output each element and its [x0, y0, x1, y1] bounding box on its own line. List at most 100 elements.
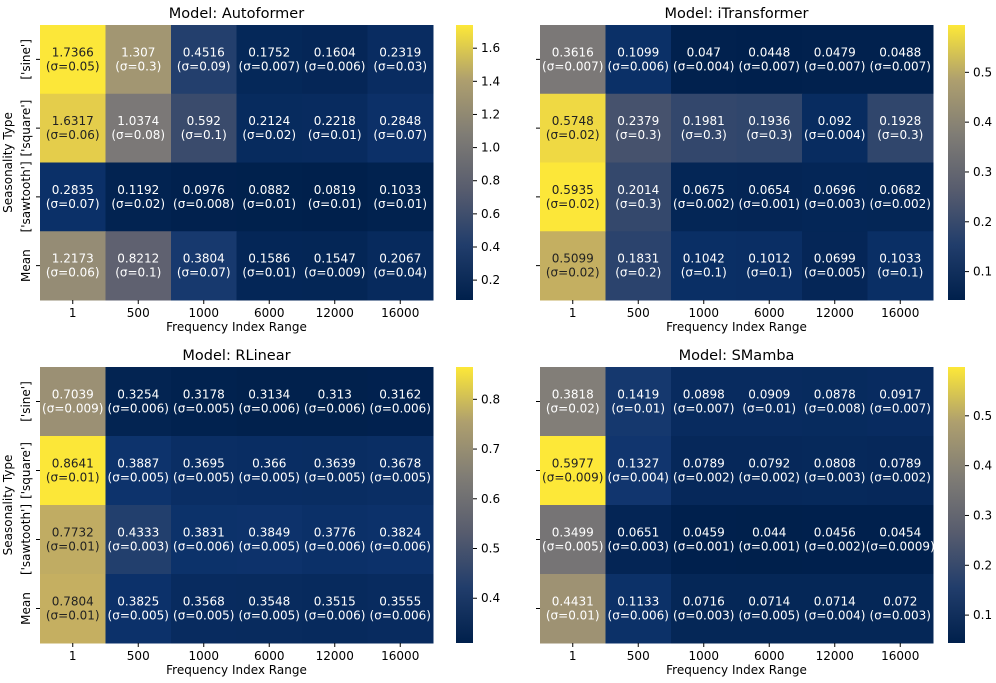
- heatmap-cell: [105, 505, 172, 575]
- cell-sigma-label: (σ=0.01): [46, 540, 100, 554]
- heatmap-cell: [302, 231, 368, 301]
- cell-value-label: 1.6317: [52, 114, 94, 128]
- cell-value-label: 0.592: [187, 114, 221, 128]
- cell-value-label: 0.3678: [379, 457, 421, 471]
- heatmap-cell: [40, 505, 106, 575]
- x-tick-label: 16000: [881, 306, 919, 320]
- cell-sigma-label: (σ=0.01): [373, 197, 427, 211]
- heatmap-cell: [40, 162, 106, 232]
- heatmap-cell: [736, 25, 803, 95]
- heatmap-cell: [40, 367, 106, 437]
- heatmap-cell: [540, 231, 606, 301]
- cell-sigma-label: (σ=0.1): [746, 266, 792, 280]
- cell-sigma-label: (σ=0.004): [804, 128, 865, 142]
- cell-value-label: 0.0976: [183, 183, 225, 197]
- cell-value-label: 0.3162: [379, 388, 421, 402]
- colorbar-tick-label: 0.6: [481, 207, 500, 221]
- cell-sigma-label: (σ=0.006): [304, 540, 365, 554]
- cell-value-label: 0.0917: [879, 388, 921, 402]
- cell-value-label: 0.313: [318, 388, 352, 402]
- heatmap-cell: [867, 25, 934, 95]
- cell-sigma-label: (σ=0.0009): [866, 540, 935, 554]
- heatmap-cell: [671, 436, 737, 506]
- heatmap-cell: [802, 93, 868, 163]
- cell-sigma-label: (σ=0.003): [804, 471, 865, 485]
- heatmap-cell: [367, 162, 434, 232]
- cell-value-label: 0.7039: [52, 388, 94, 402]
- y-tick-label: ['sawtooth']: [19, 161, 33, 232]
- cell-value-label: 0.0882: [248, 183, 290, 197]
- heatmap-cell: [867, 505, 934, 575]
- cell-sigma-label: (σ=0.002): [673, 197, 734, 211]
- heatmap-cell: [736, 162, 803, 232]
- colorbar-tick-label: 0.4: [481, 240, 500, 254]
- cell-value-label: 0.0716: [683, 595, 725, 609]
- colorbar-tick-label: 0.2: [973, 215, 992, 229]
- cell-value-label: 0.2379: [617, 114, 659, 128]
- heatmap-cell: [605, 436, 672, 506]
- cell-sigma-label: (σ=0.007): [542, 59, 603, 73]
- cell-value-label: 0.3804: [183, 252, 225, 266]
- cell-sigma-label: (σ=0.007): [870, 402, 931, 416]
- cell-sigma-label: (σ=0.005): [304, 471, 365, 485]
- cell-value-label: 0.366: [252, 457, 286, 471]
- heatmap-cell: [736, 231, 803, 301]
- y-tick-label: ['square']: [19, 100, 33, 157]
- x-tick-label: 1: [569, 306, 577, 320]
- heatmap-cell: [671, 25, 737, 95]
- heatmap-cell: [171, 574, 237, 644]
- cell-value-label: 0.3825: [117, 595, 159, 609]
- x-tick-label: 1: [569, 649, 577, 663]
- cell-sigma-label: (σ=0.002): [870, 471, 931, 485]
- cell-value-label: 0.0898: [683, 388, 725, 402]
- heatmap-cell: [367, 505, 434, 575]
- panel-title: Model: Autoformer: [169, 6, 304, 22]
- heatmap-cell: [40, 25, 106, 95]
- cell-value-label: 0.0909: [748, 388, 790, 402]
- cell-value-label: 0.0479: [814, 45, 856, 59]
- cell-sigma-label: (σ=0.004): [673, 59, 734, 73]
- cell-sigma-label: (σ=0.3): [681, 128, 727, 142]
- heatmap-cell: [867, 367, 934, 437]
- heatmap-cell: [302, 505, 368, 575]
- heatmap-cell: [171, 436, 237, 506]
- cell-sigma-label: (σ=0.01): [242, 266, 296, 280]
- cell-sigma-label: (σ=0.003): [673, 609, 734, 623]
- heatmap-cell: [105, 162, 172, 232]
- heatmap-cell: [40, 231, 106, 301]
- cell-value-label: 0.2835: [52, 183, 94, 197]
- heatmap-cell: [671, 505, 737, 575]
- cell-value-label: 0.0454: [879, 526, 921, 540]
- heatmap-cell: [605, 367, 672, 437]
- cell-value-label: 0.1586: [248, 252, 290, 266]
- heatmap-cell: [540, 25, 606, 95]
- x-tick-label: 6000: [754, 649, 785, 663]
- colorbar-tick-label: 0.4: [481, 591, 500, 605]
- cell-value-label: 0.0448: [748, 45, 790, 59]
- heatmap-cell: [867, 574, 934, 644]
- colorbar: [456, 367, 473, 643]
- colorbar-tick-label: 0.5: [973, 65, 992, 79]
- cell-value-label: 0.3555: [379, 595, 421, 609]
- cell-value-label: 0.2124: [248, 114, 290, 128]
- x-axis-label: Frequency Index Range: [666, 320, 807, 334]
- heatmap-cell: [540, 505, 606, 575]
- x-tick-label: 6000: [754, 306, 785, 320]
- cell-sigma-label: (σ=0.006): [304, 609, 365, 623]
- cell-sigma-label: (σ=0.001): [739, 540, 800, 554]
- x-tick-label: 1: [69, 306, 77, 320]
- x-tick-label: 16000: [881, 649, 919, 663]
- cell-sigma-label: (σ=0.006): [370, 609, 431, 623]
- cell-value-label: 0.3515: [314, 595, 356, 609]
- cell-sigma-label: (σ=0.006): [304, 402, 365, 416]
- cell-sigma-label: (σ=0.003): [804, 197, 865, 211]
- cell-value-label: 0.3548: [248, 595, 290, 609]
- heatmap-cell: [540, 93, 606, 163]
- heatmap-cell: [40, 436, 106, 506]
- heatmap-cell: [302, 162, 368, 232]
- cell-value-label: 0.3499: [552, 526, 594, 540]
- cell-value-label: 0.3831: [183, 526, 225, 540]
- cell-value-label: 0.3568: [183, 595, 225, 609]
- x-tick-label: 500: [127, 306, 150, 320]
- colorbar-tick-label: 0.4: [973, 459, 992, 473]
